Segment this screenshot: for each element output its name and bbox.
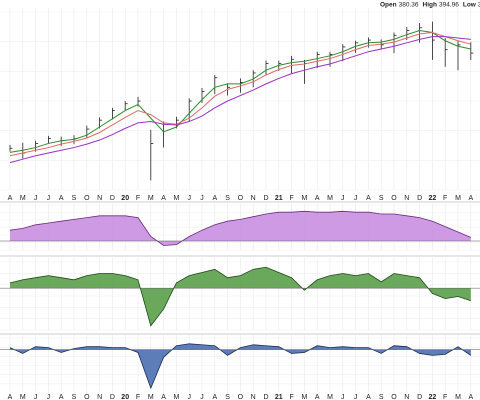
x-tick-label: O [84, 195, 90, 202]
moving-average [9, 29, 471, 153]
moving-average [9, 36, 471, 164]
x-tick-label: F [136, 394, 140, 400]
x-tick-label: S [225, 394, 230, 400]
x-tick-label: 20 [121, 394, 129, 400]
x-tick-label: O [391, 195, 397, 202]
x-tick-label: F [289, 195, 293, 202]
x-tick-label: D [263, 394, 268, 400]
x-tick-label: A [366, 394, 371, 400]
x-tick-label: S [225, 195, 230, 202]
x-tick-label: O [238, 394, 244, 400]
x-tick-label: M [455, 195, 461, 202]
x-tick-label: J [47, 195, 51, 202]
x-tick-label: J [187, 394, 191, 400]
header-label: Low [463, 2, 477, 9]
x-tick-label: A [315, 195, 320, 202]
indicator-area [10, 267, 471, 326]
x-tick-label: A [468, 394, 473, 400]
x-tick-label: A [468, 195, 473, 202]
x-tick-label: D [263, 195, 268, 202]
header-value: 380.36 [399, 2, 419, 9]
x-tick-label: S [379, 195, 384, 202]
x-tick-label: J [354, 394, 358, 400]
x-tick-label: D [417, 195, 422, 202]
x-tick-label: M [148, 195, 154, 202]
x-tick-label: F [443, 195, 447, 202]
x-tick-label: J [187, 195, 191, 202]
x-tick-label: O [391, 394, 397, 400]
x-tick-label: J [341, 394, 345, 400]
x-tick-label: J [34, 394, 38, 400]
header-label: Open [380, 2, 397, 9]
x-tick-label: N [404, 394, 409, 400]
x-tick-label: N [251, 394, 256, 400]
x-tick-label: J [200, 195, 204, 202]
x-tick-label: N [251, 195, 256, 202]
x-tick-label: 21 [275, 394, 283, 400]
x-tick-label: F [136, 195, 140, 202]
x-tick-label: S [72, 394, 77, 400]
x-tick-label: J [354, 195, 358, 202]
indicator-line [9, 266, 471, 327]
x-tick-label: N [97, 394, 102, 400]
x-tick-label: O [238, 195, 244, 202]
x-tick-label: D [110, 195, 115, 202]
x-tick-label: M [301, 195, 307, 202]
x-tick-label: 20 [121, 195, 129, 202]
x-tick-label: M [20, 195, 26, 202]
x-tick-label: D [417, 394, 422, 400]
x-tick-label: N [97, 195, 102, 202]
x-tick-label: S [379, 394, 384, 400]
x-tick-label: A [161, 394, 166, 400]
x-tick-label: M [173, 195, 179, 202]
x-tick-label: N [404, 195, 409, 202]
x-tick-label: M [20, 394, 26, 400]
x-tick-label: M [327, 394, 333, 400]
x-tick-label: M [148, 394, 154, 400]
x-tick-label: A [8, 394, 13, 400]
x-tick-label: M [327, 195, 333, 202]
x-tick-label: A [59, 195, 64, 202]
indicator-area [10, 211, 471, 246]
indicator-line [9, 343, 472, 390]
x-tick-label: A [315, 394, 320, 400]
x-tick-label: A [161, 195, 166, 202]
x-tick-label: M [173, 394, 179, 400]
x-tick-label: 22 [429, 394, 437, 400]
x-tick-label: J [47, 394, 51, 400]
x-tick-label: F [443, 394, 447, 400]
x-tick-label: A [366, 195, 371, 202]
x-tick-label: O [84, 394, 90, 400]
moving-average [9, 32, 471, 157]
x-tick-label: A [8, 195, 13, 202]
x-tick-label: J [34, 195, 38, 202]
x-tick-label: J [200, 394, 204, 400]
x-tick-label: A [59, 394, 64, 400]
x-tick-label: D [110, 394, 115, 400]
x-tick-label: M [301, 394, 307, 400]
x-tick-label: M [455, 394, 461, 400]
x-tick-label: F [289, 394, 293, 400]
header-value: 379.20 [478, 2, 480, 9]
x-tick-label: J [341, 195, 345, 202]
header-label: High [423, 2, 437, 9]
x-tick-label: A [212, 394, 217, 400]
x-tick-label: A [212, 195, 217, 202]
x-tick-label: S [72, 195, 77, 202]
header-value: 394.96 [439, 2, 459, 9]
x-tick-label: 22 [429, 195, 437, 202]
x-tick-label: 21 [275, 195, 283, 202]
indicator-line [9, 210, 471, 246]
